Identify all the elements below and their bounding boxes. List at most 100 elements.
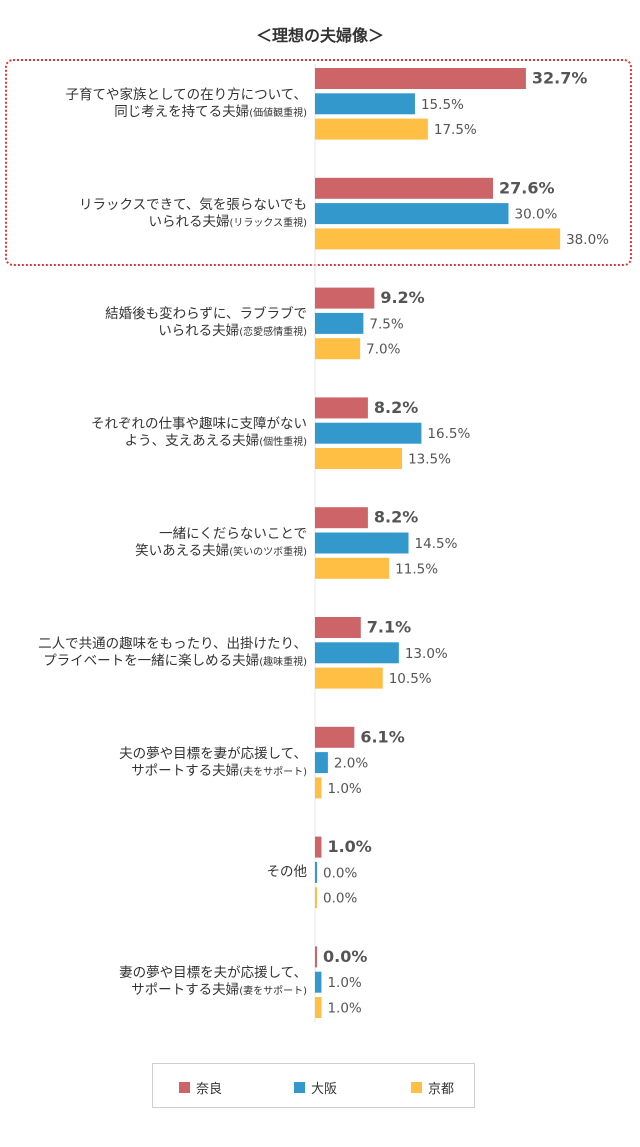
category-label-line2: サポートする夫婦(夫をサポート) [131, 762, 307, 779]
bar-nara-1 [315, 177, 494, 199]
legend-label-nara: 奈良 [196, 1082, 223, 1097]
bar-osaka-7 [315, 861, 317, 883]
category-label-line1: 結婚後も変わらずに、ラブラブで [105, 306, 307, 323]
category-label-line2: いられる夫婦(恋愛感情重視) [158, 323, 307, 340]
data-label-nara-4: 8.2% [374, 508, 418, 527]
category-label-7: その他 [0, 863, 308, 881]
data-label-nara-0: 32.7% [532, 69, 588, 88]
bar-osaka-6 [315, 752, 328, 774]
bar-nara-8 [315, 946, 317, 968]
bar-osaka-1 [315, 203, 509, 225]
category-label-line1: 妻の夢や目標を夫が応援して、 [119, 965, 307, 982]
category-label-line1: 夫の夢や目標を妻が応援して、 [119, 745, 307, 762]
highlight-box [5, 59, 632, 266]
category-label-sub: (趣味重視) [259, 656, 307, 668]
data-label-kyoto-5: 10.5% [389, 671, 432, 687]
category-label-sub: (価値観重視) [249, 107, 307, 119]
bar-nara-4 [315, 507, 368, 529]
legend: 奈良 大阪 京都 [152, 1063, 475, 1108]
data-label-kyoto-8: 1.0% [327, 1001, 361, 1017]
bar-osaka-3 [315, 422, 422, 444]
bar-nara-3 [315, 397, 368, 419]
legend-item-kyoto: 京都 [411, 1078, 454, 1097]
bar-kyoto-6 [315, 777, 322, 799]
data-label-nara-1: 27.6% [499, 178, 555, 197]
category-label-line2: プライベートを一緒に楽しめる夫婦(趣味重視) [43, 652, 307, 669]
bar-nara-0 [315, 68, 526, 89]
category-label-line2: その他 [266, 863, 308, 880]
bar-osaka-4 [315, 532, 409, 554]
data-label-nara-3: 8.2% [374, 398, 418, 417]
category-label-2: 結婚後も変わらずに、ラブラブで いられる夫婦(恋愛感情重視) [0, 306, 307, 341]
legend-swatch-nara [179, 1082, 190, 1093]
data-label-nara-6: 6.1% [360, 727, 404, 746]
legend-label-osaka: 大阪 [311, 1082, 338, 1097]
data-label-kyoto-6: 1.0% [327, 781, 361, 797]
bar-osaka-8 [315, 971, 322, 993]
bar-kyoto-5 [315, 667, 383, 689]
data-label-kyoto-0: 17.5% [434, 122, 477, 138]
bar-kyoto-4 [315, 557, 390, 579]
data-label-kyoto-2: 7.0% [366, 342, 400, 358]
data-label-nara-8: 0.0% [323, 947, 367, 966]
category-label-line2: 笑いあえる夫婦(笑いのツボ重視) [135, 543, 307, 559]
legend-swatch-kyoto [411, 1082, 422, 1093]
data-label-osaka-1: 30.0% [515, 207, 558, 223]
data-label-nara-7: 1.0% [327, 837, 371, 856]
category-label-8: 妻の夢や目標を夫が応援して、 サポートする夫婦(妻をサポート) [0, 965, 307, 1000]
category-label-4: 一緒にくだらないことで 笑いあえる夫婦(笑いのツボ重視) [0, 526, 307, 561]
data-label-kyoto-3: 13.5% [408, 452, 451, 468]
chart-title: ＜理想の夫婦像＞ [255, 26, 384, 45]
category-label-1: リラックスできて、気を張らないでも いられる夫婦(リラックス重視) [0, 197, 307, 232]
bar-nara-5 [315, 617, 361, 638]
category-label-line2: いられる夫婦(リラックス重視) [148, 213, 307, 230]
category-label-line2: サポートする夫婦(妻をサポート) [131, 982, 307, 999]
legend-swatch-osaka [294, 1082, 305, 1093]
data-label-osaka-2: 7.5% [369, 316, 403, 332]
category-label-line2: よう、支えあえる夫婦(個性重視) [124, 433, 307, 450]
category-label-6: 夫の夢や目標を妻が応援して、 サポートする夫婦(夫をサポート) [0, 746, 307, 781]
category-label-line2: 同じ考えを持てる夫婦(価値観重視) [114, 103, 307, 120]
data-label-osaka-4: 14.5% [415, 536, 458, 552]
bar-osaka-0 [315, 93, 415, 115]
bar-kyoto-1 [315, 228, 561, 250]
bar-kyoto-0 [315, 118, 428, 140]
category-label-sub: (個性重視) [259, 437, 307, 449]
category-label-sub: (恋愛感情重視) [239, 327, 307, 339]
data-label-osaka-8: 1.0% [327, 975, 361, 991]
data-label-nara-2: 9.2% [380, 288, 424, 307]
bar-osaka-2 [315, 312, 364, 334]
category-label-sub: (妻をサポート) [239, 986, 307, 998]
category-label-0: 子育てや家族としての在り方について、 同じ考えを持てる夫婦(価値観重視) [0, 87, 307, 122]
legend-item-osaka: 大阪 [294, 1078, 337, 1097]
bar-nara-2 [315, 287, 375, 309]
data-label-kyoto-1: 38.0% [566, 232, 609, 248]
legend-label-kyoto: 京都 [428, 1082, 455, 1097]
bar-kyoto-7 [315, 887, 317, 909]
legend-item-nara: 奈良 [179, 1078, 222, 1097]
bar-nara-7 [315, 836, 322, 858]
category-label-5: 二人で共通の趣味をもったり、出掛けたり、 プライベートを一緒に楽しめる夫婦(趣味重… [0, 636, 307, 671]
data-label-osaka-7: 0.0% [323, 865, 357, 881]
bar-kyoto-3 [315, 448, 403, 469]
category-label-sub: (リラックス重視) [229, 217, 307, 229]
category-label-sub: (夫をサポート) [239, 766, 307, 778]
category-label-sub: (笑いのツボ重視) [229, 547, 307, 558]
bar-kyoto-2 [315, 338, 361, 360]
bar-osaka-5 [315, 642, 399, 664]
data-label-osaka-6: 2.0% [334, 756, 368, 772]
data-label-kyoto-4: 11.5% [395, 561, 438, 577]
data-label-osaka-5: 13.0% [405, 646, 448, 662]
category-label-line1: 二人で共通の趣味をもったり、出掛けたり、 [38, 635, 307, 652]
category-label-line1: それぞれの仕事や趣味に支障がない [91, 416, 307, 433]
data-label-osaka-3: 16.5% [427, 426, 470, 442]
category-label-line1: 子育てや家族としての在り方について、 [65, 86, 307, 103]
category-label-3: それぞれの仕事や趣味に支障がない よう、支えあえる夫婦(個性重視) [0, 416, 307, 451]
category-label-line1: リラックスできて、気を張らないでも [78, 196, 307, 213]
bar-nara-6 [315, 726, 355, 748]
category-label-line1: 一緒にくだらないことで [159, 526, 307, 542]
bar-kyoto-8 [315, 997, 322, 1018]
data-label-nara-5: 7.1% [367, 618, 411, 637]
data-label-kyoto-7: 0.0% [323, 891, 357, 907]
